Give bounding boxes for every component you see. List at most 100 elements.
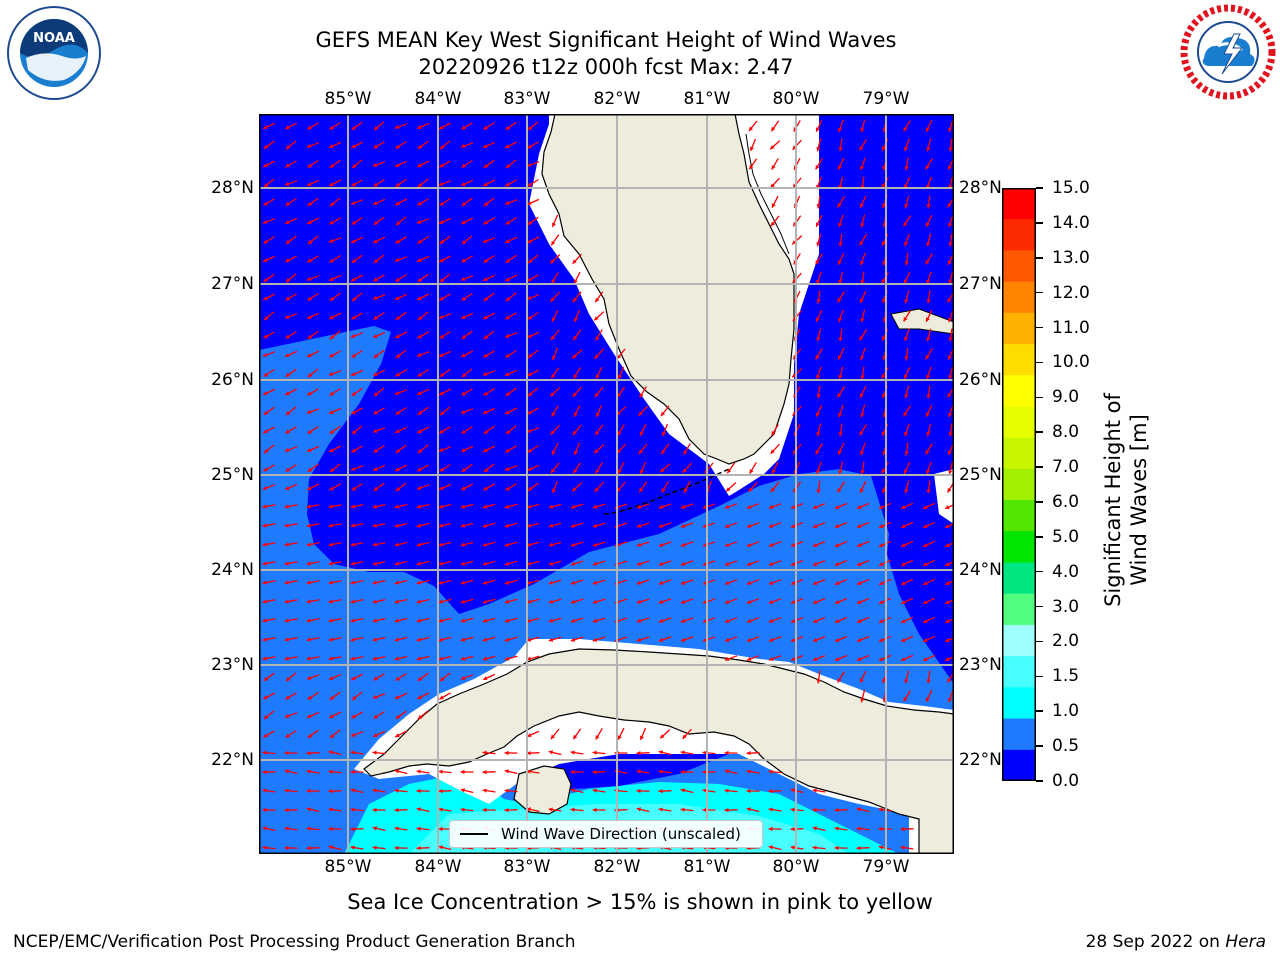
wave-arrow-head [791,580,796,585]
wave-arrow-head [658,750,663,755]
wave-arrow-head [879,505,884,509]
wave-arrow-head [284,769,289,774]
wave-arrow-head [505,182,510,187]
wave-arrow-head [923,562,928,566]
wave-arrow-head [770,145,775,150]
wave-arrow-head [351,277,356,282]
wave-arrow-head [768,789,773,794]
wave-arrow-head [680,580,686,585]
wave-arrow-head [527,239,532,244]
wave-arrow-head [903,374,908,379]
wave-arrow-head [372,599,377,604]
wave-arrow-head [903,279,908,284]
wave-arrow-head [724,523,730,528]
colorbar-tick-label: 0.5 [1052,736,1080,757]
wave-arrow-head [285,372,291,377]
wave-arrow-head [812,826,817,831]
wave-arrow-head [551,240,556,246]
wave-arrow-head [857,657,862,661]
wave-arrow-head [636,561,642,566]
wave-arrow-head [636,542,642,547]
wave-arrow-head [262,523,267,528]
wave-arrow-head [416,637,421,642]
wave-arrow-head [483,201,489,207]
wave-arrow-head [570,637,576,642]
wave-arrow-head [373,733,378,737]
wave-arrow-head [351,220,356,225]
wave-arrow-head [416,656,421,661]
wave-arrow-head [438,447,444,452]
wave-arrow-head [926,337,931,342]
wave-arrow-head [394,637,399,642]
wave-arrow-head [417,372,422,377]
wave-arrow-head [394,808,399,813]
wave-arrow-head [768,618,774,623]
wave-arrow-head [570,788,575,793]
wave-arrow-head [482,599,488,604]
wave-arrow-head [284,826,289,831]
wave-arrow-head [438,504,443,509]
wave-arrow-head [791,523,796,528]
wave-arrow-head [262,807,267,813]
wave-arrow-head [791,599,796,604]
wave-arrow-head [439,410,445,416]
wave-arrow-head [483,486,488,491]
wave-arrow-head [505,486,510,491]
wave-arrow-head [527,334,532,338]
wave-arrow-head [482,580,488,585]
wave-arrow-head [770,183,775,188]
wave-arrow-head [658,580,664,585]
wave-arrow-head [416,523,421,528]
wave-arrow-head [306,788,311,794]
wave-arrow-head [816,374,821,380]
wave-arrow-head [417,429,422,434]
lat-label-left: 28°N [211,178,254,198]
wave-arrow-head [328,238,334,243]
wave-arrow-head [724,561,730,566]
wave-arrow-head [483,410,488,414]
wave-arrow-head [372,580,377,585]
wave-arrow-head [263,391,268,395]
wave-arrow-head [658,523,664,528]
wave-arrow-head [881,374,886,379]
wave-arrow-head [482,750,487,755]
wave-arrow-head [592,504,598,509]
wave-arrow-head [837,678,842,683]
colorbar-tick-label: 13.0 [1052,247,1090,268]
wave-arrow-head [350,845,355,850]
wave-arrow-head [859,146,864,151]
wave-arrow-head [285,334,290,339]
wave-arrow-head [263,467,268,472]
wave-arrow-head [901,657,906,661]
map-legend: Wind Wave Direction (unscaled) [449,820,763,848]
wave-arrow-head [636,769,641,774]
wave-arrow-head [813,543,818,547]
wave-arrow-head [351,315,356,320]
wave-arrow-head [838,337,843,342]
colorbar-tick-label: 9.0 [1052,387,1080,408]
wave-arrow-head [285,258,290,263]
wave-arrow-head [350,542,355,547]
wave-arrow-head [350,769,355,775]
wave-arrow-head [417,201,422,206]
wave-arrow-head [815,412,820,417]
wave-arrow-head [306,542,311,547]
wave-arrow-head [262,561,267,566]
wave-arrow-head [926,374,931,380]
wave-arrow-head [483,163,489,168]
wave-arrow-head [417,676,423,681]
wave-arrow-head [881,279,886,284]
wave-arrow-head [285,296,290,301]
colorbar-segment [1002,500,1036,532]
wave-arrow-head [901,562,906,566]
wave-arrow-head [658,789,663,794]
wave-arrow-head [904,489,909,494]
wave-arrow-head [438,845,443,850]
wave-arrow-head [702,788,707,793]
wave-arrow-head [395,353,401,359]
wave-arrow-head [572,487,577,492]
wave-arrow-head [573,279,578,284]
wave-arrow-head [329,125,334,130]
wave-arrow-head [373,467,378,471]
wave-arrow-head [638,411,643,416]
